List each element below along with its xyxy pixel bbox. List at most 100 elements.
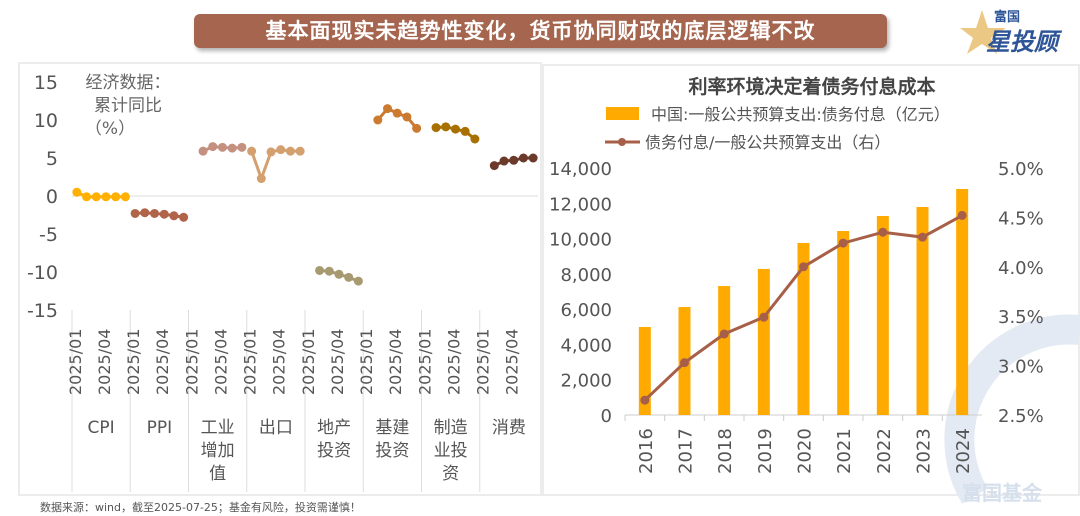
ratio-point-2019 [759, 312, 769, 322]
group-label: PPI [147, 418, 173, 438]
banner-title: 基本面现实未趋势性变化，货币协同财政的底层逻辑不改 [194, 14, 887, 48]
month-tick-label: 2025/01 [241, 329, 260, 395]
data-point [450, 124, 460, 134]
month-tick-label: 2025/01 [474, 329, 493, 395]
month-tick-label: 2025/04 [153, 329, 172, 395]
data-point [392, 108, 402, 118]
y-tick-label: -15 [27, 300, 58, 322]
data-point [518, 153, 528, 163]
axis-annotation: 累计同比 [94, 96, 162, 116]
logo-bottom-text: 星投顾 [986, 28, 1058, 56]
bar-2020 [797, 242, 810, 415]
x-tick-label: 2016 [636, 428, 657, 474]
watermark-logo-icon [944, 314, 1080, 504]
group-label: 资 [442, 464, 459, 484]
right-y-tick-label: 2.5% [998, 406, 1044, 427]
y-tick-label: -10 [27, 262, 58, 284]
brand-logo: 富国 星投顾 [960, 6, 1070, 56]
group-label: 增加 [201, 441, 235, 461]
data-point [227, 143, 237, 153]
left-y-tick-label: 8,000 [560, 265, 612, 286]
bar-2021 [837, 230, 850, 415]
data-point [431, 123, 441, 133]
bar-2019 [757, 268, 770, 415]
data-point [412, 123, 422, 133]
right-y-tick-label: 4.0% [998, 258, 1044, 279]
y-tick-label: 5 [46, 148, 58, 170]
x-tick-label: 2021 [834, 428, 855, 474]
bar-2018 [718, 286, 731, 415]
data-point [179, 212, 189, 222]
data-point [150, 208, 160, 218]
watermark-text: 富国基金 [962, 481, 1043, 505]
y-tick-label: -5 [39, 224, 58, 246]
data-point [441, 122, 451, 132]
y-tick-label: 0 [46, 186, 58, 208]
data-point [130, 208, 140, 218]
data-point [499, 156, 509, 166]
x-tick-label: 2022 [874, 428, 895, 474]
left-y-tick-label: 4,000 [560, 335, 612, 356]
bar-2022 [876, 215, 889, 415]
x-tick-label: 2020 [795, 428, 816, 474]
data-point [344, 272, 354, 282]
group-label: CPI [88, 418, 115, 438]
group-label: 基建 [375, 418, 409, 438]
ratio-point-2023 [918, 232, 927, 242]
data-point [140, 208, 150, 218]
data-point [256, 174, 266, 184]
month-tick-label: 2025/01 [182, 329, 201, 395]
bar-2016 [638, 326, 651, 415]
data-point [101, 192, 111, 202]
data-point [247, 146, 257, 156]
data-point [169, 211, 179, 221]
group-label: 制造 [434, 418, 468, 438]
data-point [217, 142, 227, 152]
month-tick-label: 2025/01 [124, 329, 143, 395]
source-note: 数据来源：wind，截至2025-07-25；基金有风险，投资需谨慎！ [40, 501, 361, 514]
data-point [295, 146, 305, 156]
month-tick-label: 2025/04 [386, 329, 405, 395]
right-y-tick-label: 4.5% [998, 208, 1044, 229]
data-point [324, 266, 334, 276]
ratio-point-2021 [838, 238, 848, 248]
left-y-tick-label: 6,000 [560, 300, 612, 321]
data-point [208, 142, 218, 152]
right-y-tick-label: 3.5% [998, 307, 1044, 328]
data-point [460, 126, 470, 136]
data-point [276, 145, 286, 155]
data-point [266, 147, 276, 157]
data-point [72, 187, 82, 197]
y-tick-label: 10 [34, 110, 58, 132]
bar-2024 [956, 188, 969, 415]
month-tick-label: 2025/04 [95, 329, 114, 395]
group-label: 投资 [375, 441, 409, 461]
group-label: 值 [209, 464, 226, 484]
ratio-point-2024 [957, 210, 967, 220]
data-point [198, 146, 208, 156]
data-point [315, 265, 325, 275]
left-y-tick-label: 0 [601, 406, 612, 427]
right-y-tick-label: 5.0% [998, 159, 1044, 180]
data-point [489, 161, 499, 171]
month-tick-label: 2025/04 [270, 329, 289, 395]
group-label: 消费 [492, 418, 526, 438]
star-icon [960, 10, 1006, 54]
ratio-point-2020 [799, 262, 808, 272]
data-point [237, 142, 247, 152]
data-point [509, 155, 519, 165]
bar-2023 [916, 206, 929, 415]
y-tick-label: 15 [34, 72, 58, 94]
left-y-tick-label: 12,000 [549, 194, 612, 215]
group-label: 出口 [259, 418, 293, 438]
group-label: 地产 [317, 418, 351, 438]
month-tick-label: 2025/01 [66, 329, 85, 395]
logo-top-text: 富国 [994, 10, 1021, 25]
month-tick-label: 2025/04 [211, 329, 230, 395]
axis-annotation: （%） [85, 119, 135, 139]
axis-annotation: 经济数据： [86, 73, 171, 93]
month-tick-label: 2025/01 [357, 329, 376, 395]
legend-bar-label: 中国:一般公共预算支出:债务付息（亿元） [651, 105, 950, 124]
economic-data-panel [18, 62, 542, 496]
